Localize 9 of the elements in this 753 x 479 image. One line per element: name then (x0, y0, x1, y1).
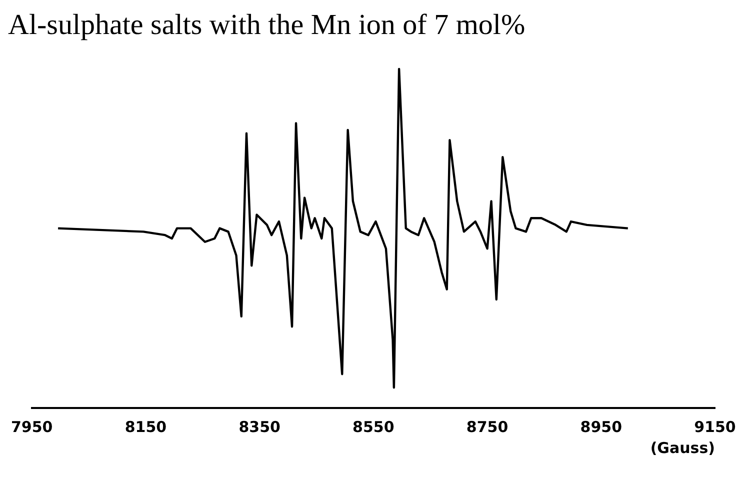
x-tick-label: 9150 (694, 418, 736, 436)
x-tick-label: 7950 (11, 418, 53, 436)
x-tick-label: 8550 (352, 418, 394, 436)
chart-title: Al-sulphate salts with the Mn ion of 7 mol% (8, 8, 526, 42)
x-tick-label: 8150 (124, 418, 167, 436)
x-tick-label: 8750 (466, 418, 508, 436)
x-axis-title: (Gauss) (650, 438, 715, 457)
x-tick-label: 8350 (238, 418, 280, 436)
x-tick-label: 8950 (580, 418, 622, 436)
